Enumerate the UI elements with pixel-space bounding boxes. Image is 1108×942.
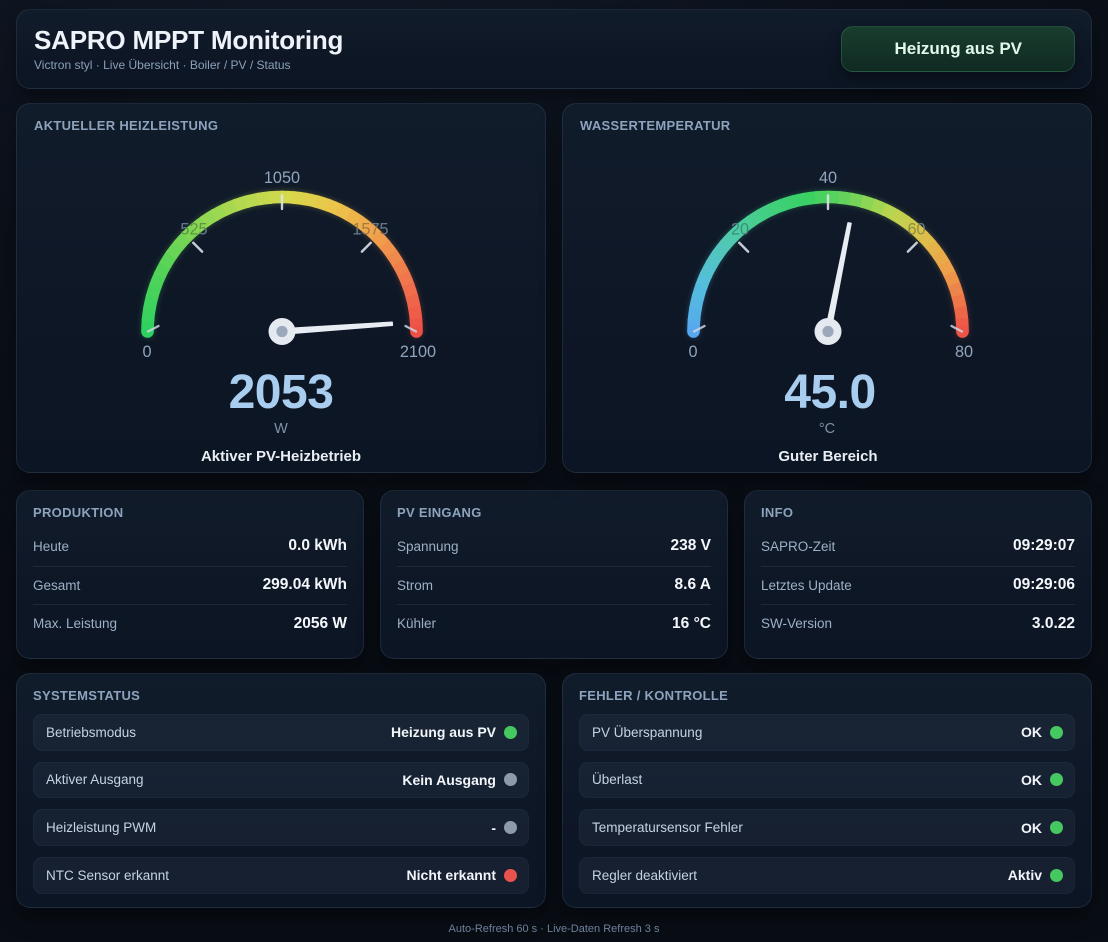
svg-text:1050: 1050 [264,169,300,187]
svg-text:60: 60 [907,221,925,239]
svg-text:1575: 1575 [352,221,388,239]
svg-text:0: 0 [688,343,697,361]
svg-text:20: 20 [731,221,749,239]
svg-text:525: 525 [180,221,207,239]
svg-text:40: 40 [819,169,837,187]
svg-text:2100: 2100 [400,343,436,361]
svg-text:80: 80 [955,343,973,361]
svg-text:0: 0 [142,343,151,361]
